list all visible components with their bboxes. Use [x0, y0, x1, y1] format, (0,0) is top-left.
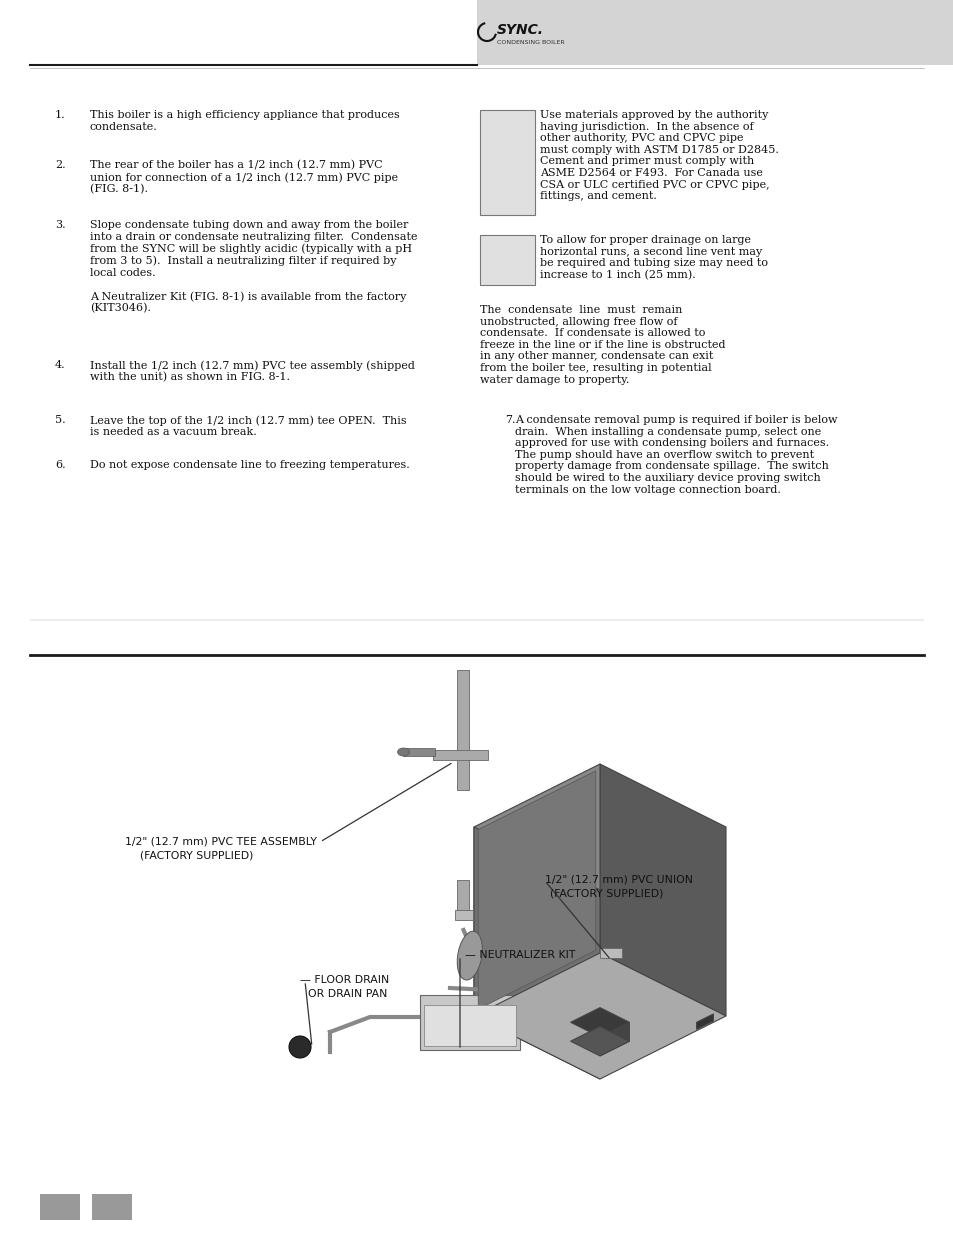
Bar: [479, 235, 535, 285]
Text: OR DRAIN PAN: OR DRAIN PAN: [308, 989, 387, 999]
Bar: [419, 995, 519, 1050]
Bar: [40, 1194, 80, 1220]
Polygon shape: [474, 953, 725, 1079]
Bar: [91, 1194, 132, 1220]
Text: To allow for proper drainage on large
horizontal runs, a second line vent may
be: To allow for proper drainage on large ho…: [539, 235, 767, 280]
Text: 1.: 1.: [55, 110, 66, 120]
Bar: [423, 1005, 516, 1046]
Text: 1/2" (12.7 mm) PVC UNION: 1/2" (12.7 mm) PVC UNION: [544, 876, 692, 885]
Bar: [403, 748, 435, 756]
Bar: [457, 881, 469, 915]
Text: — FLOOR DRAIN: — FLOOR DRAIN: [299, 974, 389, 986]
Bar: [476, 0, 953, 65]
Bar: [433, 750, 488, 760]
Text: The  condensate  line  must  remain
unobstructed, allowing free flow of
condensa: The condensate line must remain unobstru…: [479, 305, 724, 384]
Text: Leave the top of the 1/2 inch (12.7 mm) tee OPEN.  This
is needed as a vacuum br: Leave the top of the 1/2 inch (12.7 mm) …: [90, 415, 406, 437]
Bar: [479, 110, 535, 215]
Text: — NEUTRALIZER KIT: — NEUTRALIZER KIT: [464, 950, 575, 960]
Text: 5.: 5.: [55, 415, 66, 425]
Text: CONDENSING BOILER: CONDENSING BOILER: [497, 41, 564, 46]
Polygon shape: [456, 931, 482, 979]
Text: Slope condensate tubing down and away from the boiler
into a drain or condensate: Slope condensate tubing down and away fr…: [90, 220, 417, 314]
Text: 3.: 3.: [55, 220, 66, 230]
Polygon shape: [599, 764, 725, 1016]
Text: A condensate removal pump is required if boiler is below
drain.  When installing: A condensate removal pump is required if…: [515, 415, 837, 494]
Bar: [457, 671, 469, 790]
Text: Use materials approved by the authority
having jurisdiction.  In the absence of
: Use materials approved by the authority …: [539, 110, 778, 201]
Text: 4.: 4.: [55, 359, 66, 370]
Text: 6.: 6.: [55, 459, 66, 471]
Polygon shape: [474, 764, 599, 1016]
Circle shape: [289, 1036, 311, 1058]
Polygon shape: [474, 827, 599, 1079]
Text: (FACTORY SUPPLIED): (FACTORY SUPPLIED): [550, 889, 662, 899]
Text: Do not expose condensate line to freezing temperatures.: Do not expose condensate line to freezin…: [90, 459, 410, 471]
Text: Install the 1/2 inch (12.7 mm) PVC tee assembly (shipped
with the unit) as shown: Install the 1/2 inch (12.7 mm) PVC tee a…: [90, 359, 415, 383]
Bar: [455, 910, 473, 920]
Polygon shape: [570, 1008, 629, 1037]
Ellipse shape: [397, 748, 409, 756]
Polygon shape: [599, 1023, 629, 1056]
Text: This boiler is a high efficiency appliance that produces
condensate.: This boiler is a high efficiency applian…: [90, 110, 399, 132]
Polygon shape: [696, 1014, 713, 1030]
Text: SYNC.: SYNC.: [497, 23, 543, 37]
Text: 7.: 7.: [504, 415, 515, 425]
Text: 2.: 2.: [55, 161, 66, 170]
Text: The rear of the boiler has a 1/2 inch (12.7 mm) PVC
union for connection of a 1/: The rear of the boiler has a 1/2 inch (1…: [90, 161, 397, 195]
Polygon shape: [570, 1026, 629, 1056]
Polygon shape: [477, 771, 596, 1009]
Text: (FACTORY SUPPLIED): (FACTORY SUPPLIED): [140, 850, 253, 860]
Text: 1/2" (12.7 mm) PVC TEE ASSEMBLY: 1/2" (12.7 mm) PVC TEE ASSEMBLY: [125, 836, 316, 846]
Bar: [599, 948, 621, 958]
